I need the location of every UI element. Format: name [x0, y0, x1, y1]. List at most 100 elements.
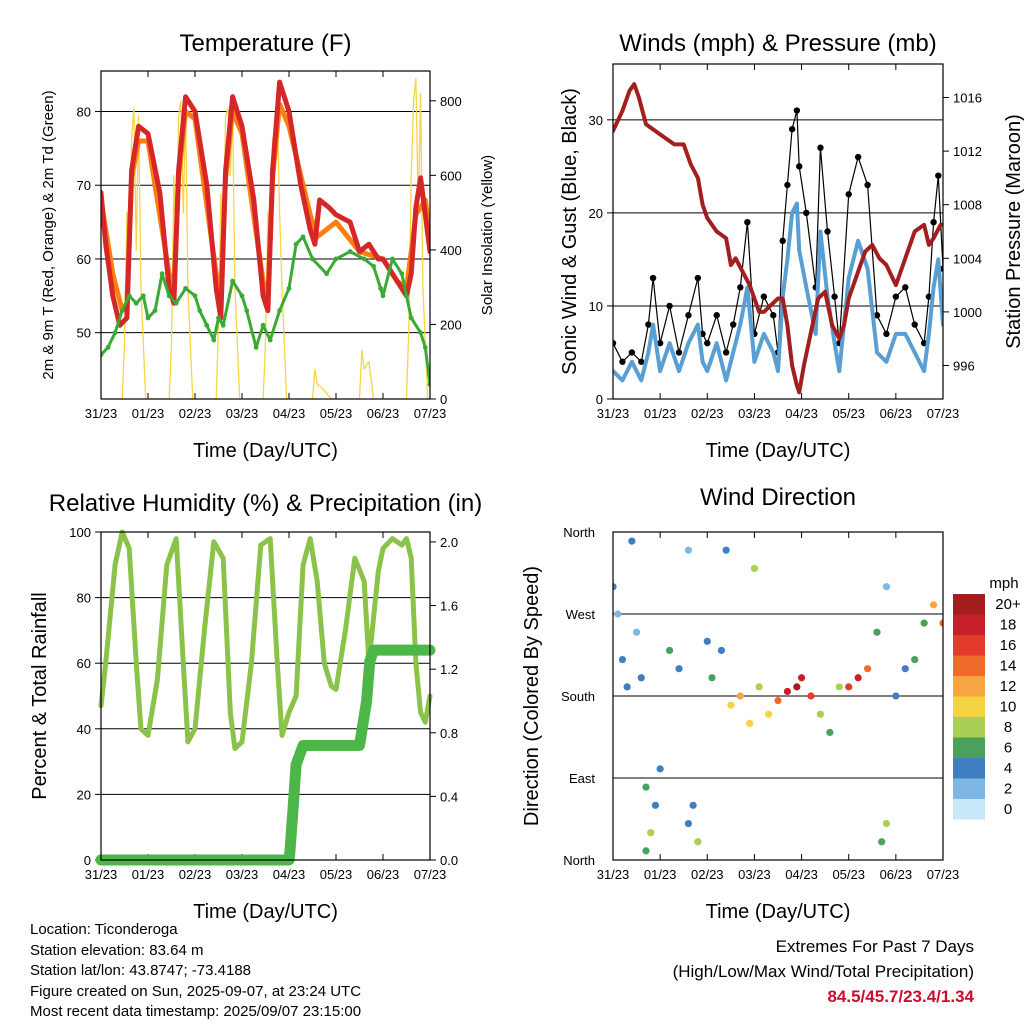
extremes-block: Extremes For Past 7 Days (High/Low/Max W… [673, 934, 974, 1009]
dewpoint-point [220, 322, 226, 328]
direction-point [642, 847, 650, 855]
x-tick-label: 04/23 [785, 867, 818, 882]
x-tick-label: 05/23 [320, 867, 353, 882]
direction-point [637, 674, 645, 682]
y-tick-label: East [569, 771, 595, 786]
station-info: Location: Ticonderoga Station elevation:… [30, 920, 361, 1023]
direction-point [892, 692, 900, 700]
panel-humidity: Relative Humidity (%) & Precipitation (i… [29, 490, 482, 923]
y-tick-label: West [566, 607, 596, 622]
direction-point [863, 665, 872, 673]
dewpoint-point [126, 293, 132, 299]
timestamp-text: Most recent data timestamp: 2025/09/07 2… [30, 1003, 362, 1020]
plot-area [613, 537, 943, 855]
dewpoint-point [347, 249, 353, 254]
dewpoint-point [378, 286, 384, 291]
y2-tick-label: 400 [440, 243, 462, 258]
direction-point [911, 655, 919, 664]
y2-axis-label: Solar Insolation (Yellow) [479, 155, 496, 315]
created-text: Figure created on Sun, 2025-09-07, at 23… [30, 982, 362, 1000]
x-tick-label: 01/23 [644, 867, 677, 882]
y-tick-label: 50 [77, 326, 91, 341]
y-tick-label: 20 [77, 787, 91, 802]
direction-point [797, 674, 806, 682]
colorbar-swatch [953, 717, 985, 738]
panel-title: Relative Humidity (%) & Precipitation (i… [49, 490, 482, 517]
y-tick-label: 100 [69, 525, 91, 540]
x-tick-label: 04/23 [785, 406, 818, 421]
plot-border [100, 70, 431, 400]
y-tick-label: 0 [596, 392, 603, 407]
dewpoint-point [390, 256, 395, 262]
y-axis-label: Direction (Colored By Speed) [521, 566, 543, 826]
dewpoint-point [324, 271, 329, 277]
direction-point [703, 637, 711, 645]
dewpoint-point [166, 293, 172, 299]
y-tick-label: 60 [77, 656, 91, 671]
y2-tick-label: 0 [440, 392, 447, 407]
plot-area [95, 529, 436, 866]
direction-point [727, 701, 735, 709]
direction-point [746, 719, 754, 727]
colorbar-label: 10 [1000, 699, 1017, 716]
colorbar-label: 16 [1000, 637, 1017, 654]
dewpoint-point [112, 330, 118, 336]
y-tick-label: 40 [77, 722, 91, 737]
dewpoint-point [380, 293, 386, 299]
y2-tick-label: 600 [440, 168, 462, 183]
x-tick-label: 07/23 [414, 867, 447, 882]
dewpoint-point [260, 322, 266, 328]
colorbar-label: 4 [1004, 760, 1012, 777]
y2-tick-label: 1.6 [440, 599, 458, 614]
direction-point [684, 819, 693, 828]
plot-area [101, 77, 430, 399]
x-tick-label: 31/23 [85, 867, 118, 882]
direction-point [783, 687, 792, 696]
dewpoint-point [239, 293, 245, 299]
elevation-text: Station elevation: 83.64 m [30, 941, 204, 959]
direction-point [642, 783, 650, 791]
dewpoint-point [145, 315, 151, 321]
colorbar-label: 0 [1004, 801, 1012, 818]
direction-point [689, 801, 697, 809]
direction-point [826, 728, 834, 737]
direction-point [939, 619, 943, 627]
x-tick-label: 31/23 [597, 867, 630, 882]
dewpoint-point [133, 300, 139, 306]
direction-point [835, 683, 843, 691]
dewpoint-point [140, 293, 146, 299]
y2-tick-label: 0.4 [440, 789, 458, 804]
dewpoint-point [244, 308, 250, 313]
dewpoint-point [310, 256, 315, 262]
direction-point [656, 765, 664, 773]
y2-tick-label: 996 [953, 359, 975, 374]
colorbar-swatch [953, 778, 985, 799]
direction-point [614, 610, 622, 618]
direction-point [665, 646, 674, 655]
y2-axis-label: Station Pressure (Maroon) [1003, 114, 1024, 349]
series-wind [613, 201, 943, 383]
colorbar-swatch [953, 696, 985, 717]
direction-point [882, 819, 891, 828]
direction-point [675, 665, 683, 673]
y-tick-label: 80 [77, 591, 91, 606]
dewpoint-point [371, 263, 376, 269]
colorbar-label: 14 [1000, 658, 1017, 675]
dewpoint-point [230, 278, 236, 284]
plot-border [100, 531, 431, 861]
x-tick-label: 01/23 [132, 867, 165, 882]
direction-point [632, 628, 641, 636]
direction-point [854, 674, 862, 682]
dewpoint-point [216, 315, 221, 321]
x-tick-label: 04/23 [273, 867, 306, 882]
dewpoint-point [173, 300, 179, 306]
panel-title: Wind Direction [700, 484, 856, 511]
direction-point [613, 583, 617, 591]
x-tick-label: 05/23 [832, 406, 865, 421]
direction-point [878, 838, 886, 846]
location-text: Location: Ticonderoga [30, 921, 178, 938]
x-tick-label: 06/23 [367, 867, 400, 882]
y-axis-label: 2m & 9m T (Red, Orange) & 2m Td (Green) [40, 90, 57, 379]
direction-point [774, 696, 782, 705]
